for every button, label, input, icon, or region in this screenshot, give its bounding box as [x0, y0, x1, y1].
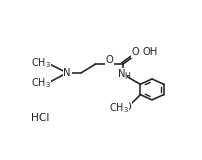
Text: CH$_3$: CH$_3$ [31, 56, 50, 70]
Text: CH$_3$: CH$_3$ [31, 77, 50, 90]
Text: N: N [118, 69, 125, 79]
Text: O: O [123, 102, 131, 112]
Text: O: O [131, 47, 139, 57]
Text: HCl: HCl [31, 113, 49, 123]
Text: O: O [105, 56, 113, 65]
Text: N: N [63, 68, 70, 78]
Text: H: H [124, 72, 130, 81]
Text: OH: OH [141, 47, 157, 57]
Text: CH$_3$: CH$_3$ [108, 101, 128, 115]
